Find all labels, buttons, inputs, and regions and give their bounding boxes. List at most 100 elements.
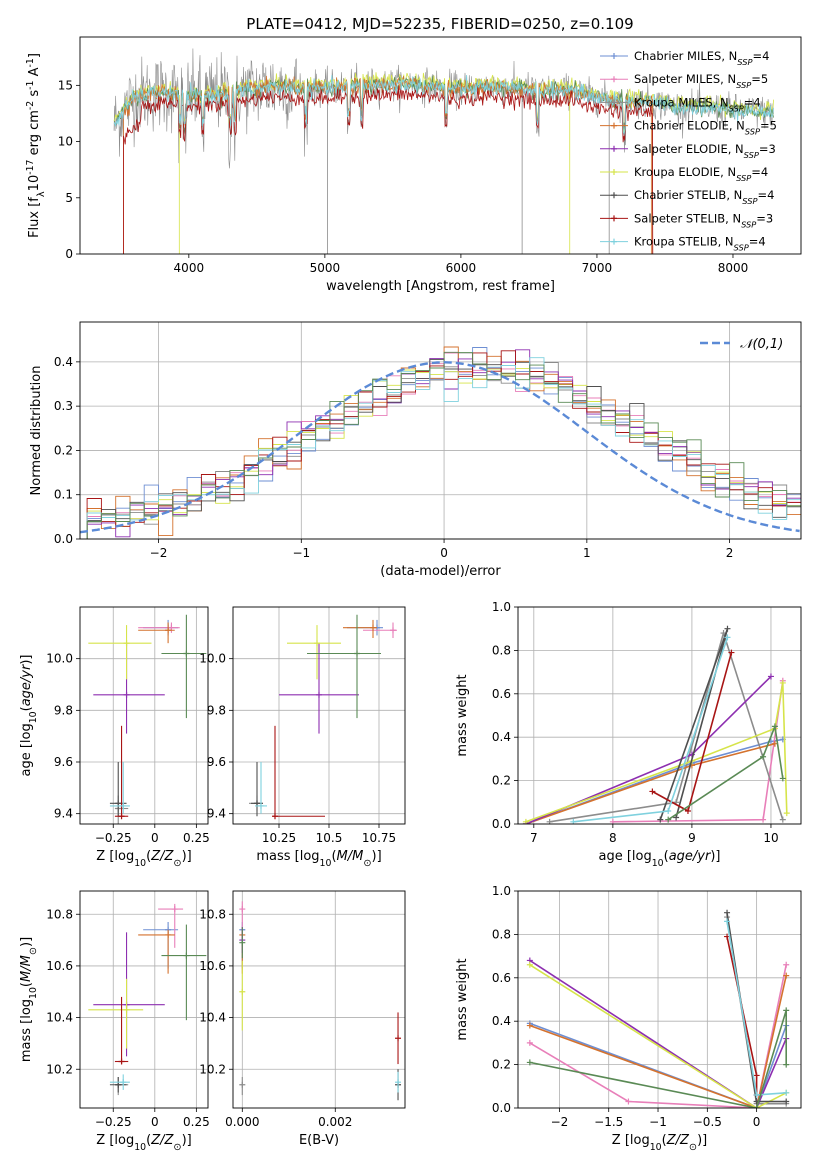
model-spectrum-line [123, 75, 654, 254]
x-tick-label: 0.000 [225, 1115, 259, 1129]
x-tick-label: 0.25 [183, 831, 210, 845]
weight-point [724, 909, 731, 916]
legend-marker [611, 122, 617, 129]
legend-marker [611, 192, 617, 199]
x-tick-label: 4000 [174, 261, 205, 275]
x-tick-label: 2 [726, 546, 734, 560]
weight-point [673, 814, 680, 821]
x-tick-label: −2 [551, 1115, 569, 1129]
y-tick-label: 0.8 [492, 927, 511, 941]
y-tick-label: 0.4 [492, 1014, 511, 1028]
x-axis-label: E(B-V) [299, 1133, 339, 1148]
legend-marker [611, 215, 617, 222]
x-tick-label: −0.25 [95, 831, 132, 845]
x-axis-label: Z [log10(Z/Z⊙)] [96, 1133, 191, 1153]
data-point [258, 802, 264, 809]
spectrum-legend: Chabrier MILES, NSSP=4 Salpeter MILES, NS… [600, 49, 777, 253]
data-point [168, 624, 175, 631]
weight-line [549, 630, 784, 823]
y-tick-label: 9.6 [54, 755, 73, 769]
weight-point [526, 961, 533, 968]
panel-spectrum: 4000 5000 6000 7000 8000 0 5 10 15 wavelength [An… [25, 36, 802, 294]
panel-ebv_mass: 0.000 0.002 10.2 10.4 10.6 10.8 E(B-V) [199, 890, 406, 1148]
weight-point [753, 1072, 760, 1079]
weight-point [724, 625, 731, 632]
data-point [395, 1079, 402, 1086]
weight-point [779, 679, 786, 686]
legend-label: Salpeter STELIB, NSSP=3 [634, 211, 773, 229]
x-tick-label: 10.25 [262, 831, 296, 845]
weight-point [783, 1007, 790, 1014]
x-tick-label: 10.75 [362, 831, 396, 845]
y-tick-label: 10.6 [46, 959, 73, 973]
legend-label: Salpeter ELODIE, NSSP=3 [634, 142, 776, 160]
x-tick-label: 0 [151, 831, 159, 845]
data-point [183, 952, 190, 959]
x-tick-label: 0.25 [183, 1115, 210, 1129]
y-tick-label: 10.0 [199, 652, 226, 666]
residual-histogram [86, 351, 801, 539]
x-tick-label: −1.5 [594, 1115, 623, 1129]
data-point [316, 691, 322, 698]
weight-point [724, 918, 731, 925]
y-tick-label: 0 [65, 247, 73, 261]
x-axis-label: Z [log10(Z/Z⊙)] [96, 849, 191, 869]
data-point [314, 640, 320, 647]
x-tick-label: 0.002 [318, 1115, 352, 1129]
y-tick-label: 10.6 [199, 959, 226, 973]
x-tick-label: 6000 [446, 261, 477, 275]
axes-frame [79, 606, 209, 825]
panel-Z_age: −0.25 0 0.25 9.4 9.6 9.8 10.0 Z [log10(Z/Z⊙)] ag… [19, 606, 210, 869]
x-tick-label: 0 [440, 546, 448, 560]
data-point [171, 906, 178, 913]
x-axis-label: mass [log10(M/M⊙)] [256, 849, 381, 869]
plot-area-ebv_mass [239, 901, 402, 1101]
y-tick-label: 0.6 [492, 971, 511, 985]
y-tick-label: 9.4 [207, 807, 226, 821]
x-axis-label: wavelength [Angstrom, rest frame] [326, 279, 555, 294]
y-tick-label: 0.8 [492, 643, 511, 657]
data-point [239, 939, 246, 946]
y-tick-label: 0.2 [492, 1058, 511, 1072]
weight-point [767, 673, 774, 680]
model-spectrum-line [123, 86, 654, 254]
data-point [272, 813, 278, 820]
x-tick-label: 7 [530, 831, 538, 845]
data-point [115, 1081, 122, 1088]
x-tick-label: 0 [753, 1115, 761, 1129]
legend-marker [611, 145, 617, 152]
y-tick-label: 15 [58, 78, 73, 92]
x-tick-label: 5000 [310, 261, 341, 275]
weight-line [529, 1010, 787, 1108]
x-tick-label: −2 [150, 546, 168, 560]
weight-point [526, 1022, 533, 1029]
data-point [390, 627, 396, 634]
x-axis-label: (data-model)/error [380, 564, 501, 579]
figure-title: PLATE=0412, MJD=52235, FIBERID=0250, z=0… [246, 15, 633, 33]
plot-area-spectrum [113, 48, 774, 254]
data-point [120, 1079, 127, 1086]
data-point [239, 1081, 246, 1088]
axes-frame [517, 606, 802, 825]
weight-line [529, 1022, 787, 1108]
weight-point [760, 753, 767, 760]
y-tick-label: 0.2 [492, 774, 511, 788]
legend-marker [611, 99, 617, 106]
weight-point [665, 807, 672, 814]
plot-area-Z_mass [88, 903, 207, 1096]
y-tick-label: 10.2 [46, 1062, 73, 1076]
axes-frame [232, 890, 406, 1109]
y-axis-label: age [log10(age/yr)] [19, 654, 39, 776]
plot-area-residuals [80, 346, 801, 539]
plot-area-age_weight [522, 625, 790, 824]
weight-point [753, 1091, 760, 1098]
legend-marker [611, 238, 617, 245]
y-tick-label: 0.1 [54, 488, 73, 502]
residual-legend: 𝒩(0,1) [700, 337, 783, 352]
y-tick-label: 10.4 [46, 1011, 73, 1025]
weight-line [529, 964, 787, 1108]
y-tick-label: 9.6 [207, 755, 226, 769]
y-tick-label: 10.2 [199, 1062, 226, 1076]
weight-point [526, 1059, 533, 1066]
weight-point [657, 816, 664, 823]
